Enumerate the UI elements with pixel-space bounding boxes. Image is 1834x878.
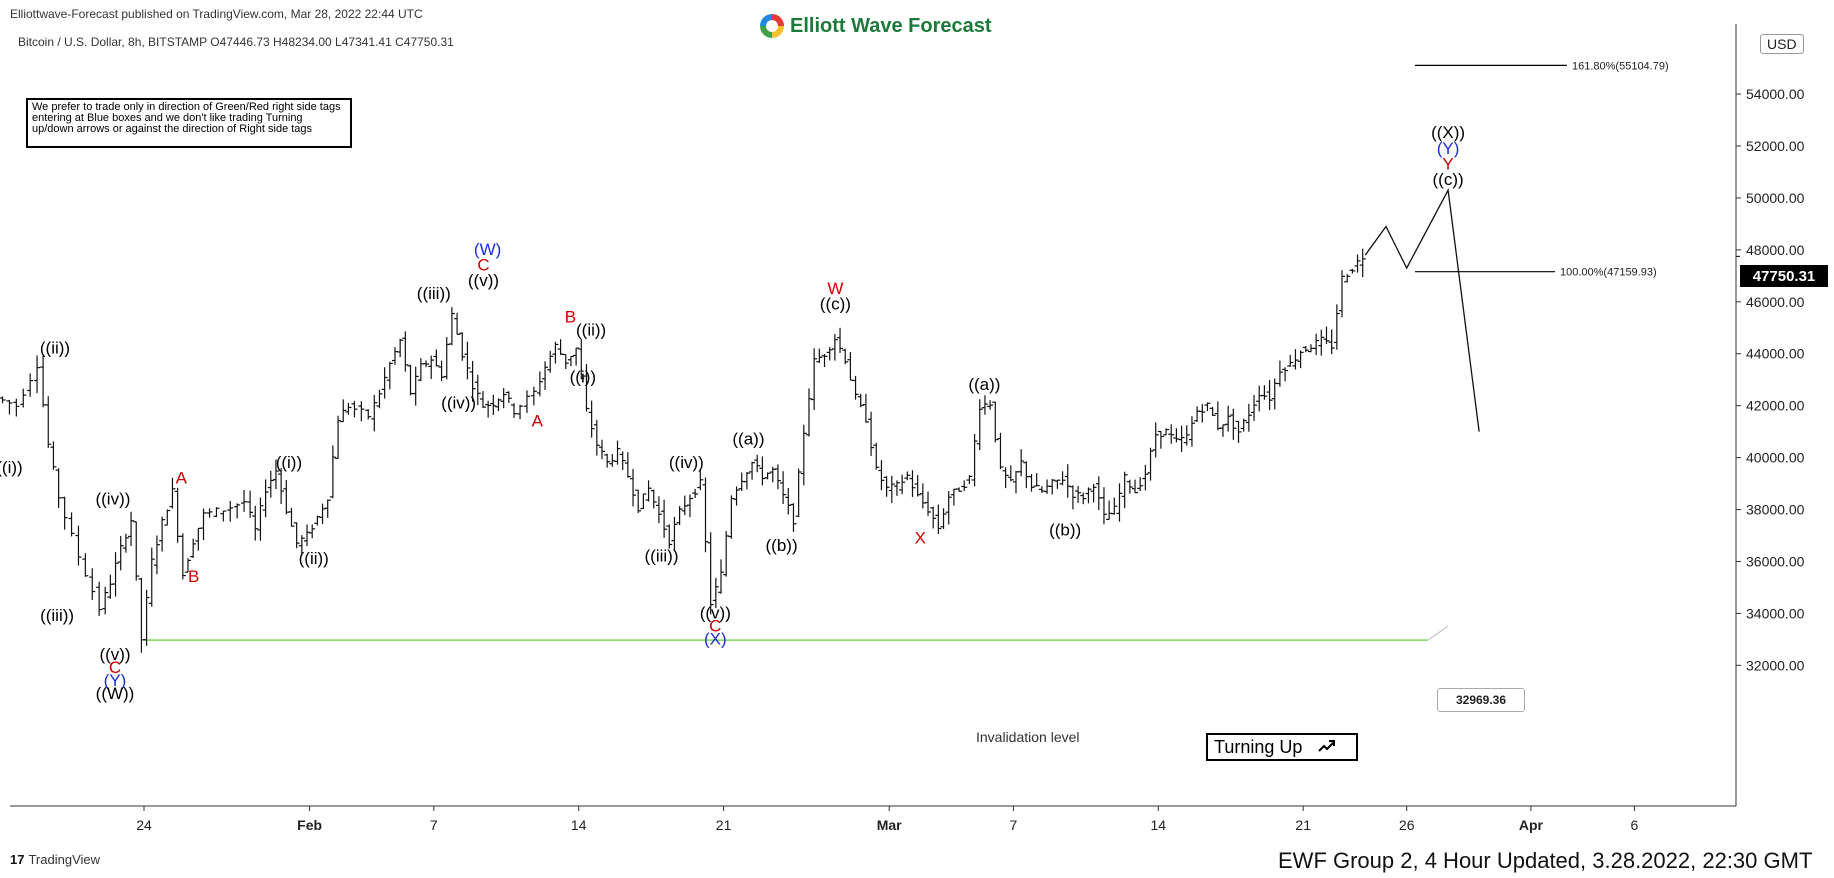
- brand-name: Elliott Wave Forecast: [790, 14, 992, 37]
- wave-label: ((c)): [820, 295, 851, 314]
- x-tick-label: 26: [1399, 817, 1415, 833]
- wave-label: ((b)): [1049, 520, 1081, 539]
- y-tick-label: 54000.00: [1746, 86, 1805, 102]
- wave-label: (Y): [104, 671, 127, 690]
- x-tick-label: 21: [716, 817, 732, 833]
- wave-label: ((iv)): [95, 489, 130, 508]
- symbol-line: Bitcoin / U.S. Dollar, 8h, BITSTAMP O474…: [18, 35, 454, 49]
- invalidation-label: Invalidation level: [976, 729, 1080, 745]
- wave-label: ((i)): [0, 458, 23, 477]
- x-tick-label: 24: [136, 817, 152, 833]
- y-tick-label: 52000.00: [1746, 138, 1805, 154]
- fib-level-label: 100.00%(47159.93): [1560, 267, 1657, 279]
- published-line: Elliottwave-Forecast published on Tradin…: [10, 7, 423, 21]
- wave-label: ((i)): [570, 367, 596, 386]
- y-tick-label: 40000.00: [1746, 450, 1805, 466]
- y-tick-label: 50000.00: [1746, 190, 1805, 206]
- wave-label: A: [176, 469, 188, 488]
- wave-label: W: [827, 279, 843, 298]
- x-tick-label: 7: [1010, 817, 1018, 833]
- wave-label: ((v)): [468, 271, 499, 290]
- wave-label: ((iii)): [645, 546, 679, 565]
- y-tick-label: 38000.00: [1746, 502, 1805, 518]
- wave-label: C: [109, 658, 121, 677]
- wave-label: X: [915, 528, 926, 547]
- wave-label: (W): [474, 240, 501, 259]
- disclaimer-box: We prefer to trade only in direction of …: [26, 98, 352, 148]
- wave-label: ((a)): [968, 375, 1000, 394]
- x-tick-label: 7: [430, 817, 438, 833]
- wave-label: ((b)): [766, 536, 798, 555]
- y-tick-label: 48000.00: [1746, 242, 1805, 258]
- brand: Elliott Wave Forecast: [760, 14, 992, 38]
- wave-label: (X): [704, 630, 727, 649]
- update-caption: EWF Group 2, 4 Hour Updated, 3.28.2022, …: [1278, 848, 1813, 873]
- y-tick-label: 34000.00: [1746, 605, 1805, 621]
- y-tick-label: 46000.00: [1746, 294, 1805, 310]
- wave-label: ((iii)): [417, 284, 451, 303]
- wave-label: ((ii)): [299, 549, 329, 568]
- x-tick-label: Mar: [877, 817, 902, 833]
- tradingview-icon: 17: [10, 852, 25, 867]
- currency-button[interactable]: USD: [1760, 34, 1804, 54]
- y-tick-label: 36000.00: [1746, 553, 1805, 569]
- wave-label: C: [709, 617, 721, 636]
- x-tick-label: 14: [571, 817, 587, 833]
- wave-label: ((W)): [96, 684, 135, 703]
- brand-logo-icon: [760, 14, 784, 38]
- wave-label: ((a)): [732, 430, 764, 449]
- turning-label: Turning Up: [1214, 736, 1303, 757]
- wave-label: ((iv)): [441, 393, 476, 412]
- turning-up-box: Turning Up: [1206, 733, 1358, 761]
- wave-label: C: [477, 256, 489, 275]
- x-tick-label: 6: [1631, 817, 1639, 833]
- wave-label: (Y): [1437, 139, 1460, 158]
- wave-label: ((iv)): [669, 453, 704, 472]
- y-tick-label: 44000.00: [1746, 346, 1805, 362]
- y-tick-label: 32000.00: [1746, 657, 1805, 673]
- x-tick-label: 14: [1151, 817, 1167, 833]
- invalidation-value: 32969.36: [1437, 688, 1525, 712]
- wave-label: ((v)): [700, 604, 731, 623]
- tradingview-logo: 17 TradingView: [10, 852, 100, 867]
- wave-label: ((v)): [99, 645, 130, 664]
- wave-label: ((c)): [1433, 170, 1464, 189]
- wave-label: B: [565, 308, 576, 327]
- tradingview-text: TradingView: [28, 852, 101, 867]
- x-tick-label: Feb: [297, 817, 322, 833]
- last-price-tag: 47750.31: [1740, 265, 1828, 287]
- x-tick-label: 21: [1295, 817, 1311, 833]
- wave-label: A: [532, 411, 544, 430]
- invalidation-connector: [1427, 625, 1449, 641]
- wave-label: Y: [1442, 154, 1453, 173]
- fib-level-label: 161.80%(55104.79): [1572, 60, 1669, 72]
- wave-label: ((i)): [276, 453, 302, 472]
- wave-label: ((ii)): [40, 339, 70, 358]
- y-tick-label: 42000.00: [1746, 398, 1805, 414]
- x-tick-label: Apr: [1519, 817, 1544, 833]
- wave-label: ((X)): [1431, 123, 1465, 142]
- projection-path: [1364, 188, 1480, 432]
- wave-label: ((ii)): [576, 321, 606, 340]
- wave-label: B: [188, 567, 199, 586]
- wave-label: ((iii)): [40, 606, 74, 625]
- arrow-up-right-icon: [1318, 737, 1336, 758]
